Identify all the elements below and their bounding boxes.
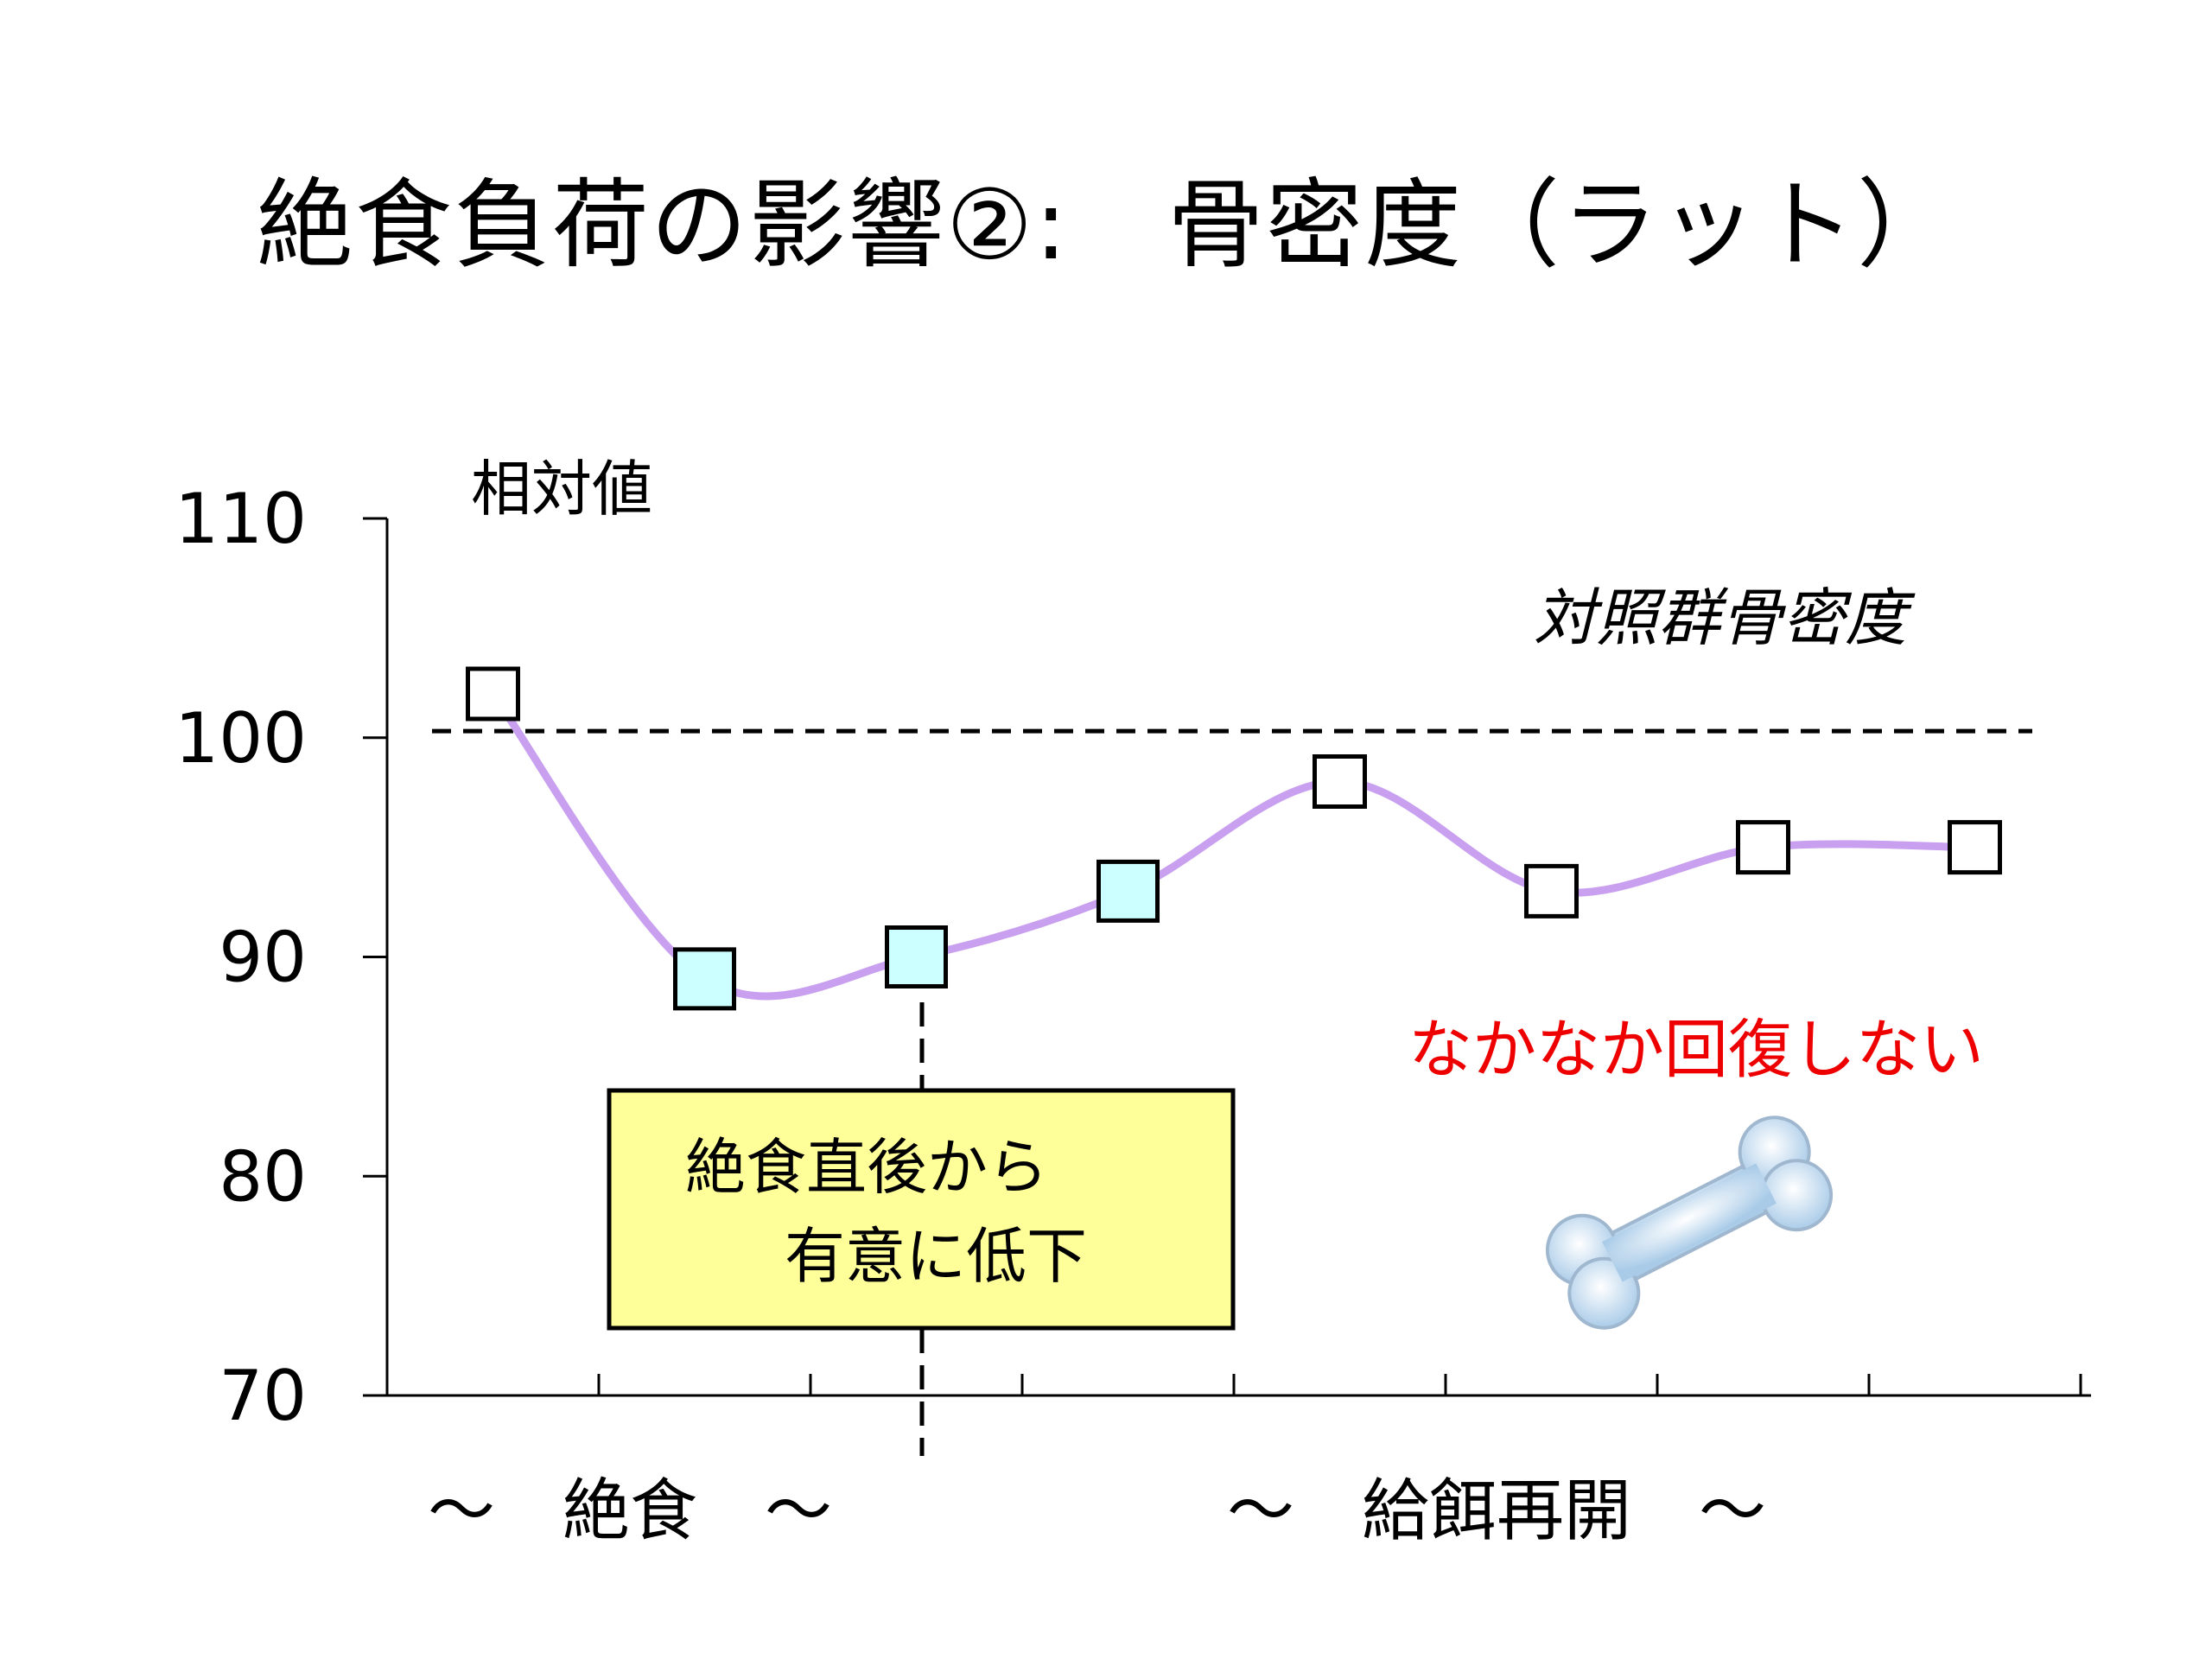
period-refeeding-label: ～ 給餌再開 ～ <box>1227 1472 1766 1550</box>
data-point <box>673 947 736 1011</box>
y-tick-label: 70 <box>219 1356 307 1436</box>
y-tick-label: 90 <box>219 918 307 998</box>
callout-box <box>607 1088 1236 1331</box>
bone-icon <box>1545 1116 1834 1330</box>
callout-line-1: 絶食直後から <box>685 1132 1048 1203</box>
callout-line-2: 有意に低下 <box>785 1221 1087 1292</box>
data-point <box>1948 820 2002 875</box>
data-point <box>466 666 520 721</box>
y-tick-label: 80 <box>219 1136 307 1217</box>
reference-line-label: 対照群骨密度 <box>1534 582 1916 654</box>
period-fasting-label: ～ 絶食 ～ <box>428 1472 832 1550</box>
data-point <box>885 925 948 988</box>
y-tick-label: 100 <box>175 698 307 779</box>
data-point <box>1736 820 1790 875</box>
slide-title: 絶食負荷の影響②: 骨密度（ラット） <box>256 169 1956 282</box>
y-axis-label: 相対値 <box>471 454 652 524</box>
data-point <box>1096 859 1160 923</box>
data-point <box>1313 754 1367 809</box>
data-point <box>1524 863 1579 918</box>
recovery-note: なかなか回復しない <box>1408 1013 1984 1087</box>
y-tick-label: 110 <box>175 479 307 559</box>
